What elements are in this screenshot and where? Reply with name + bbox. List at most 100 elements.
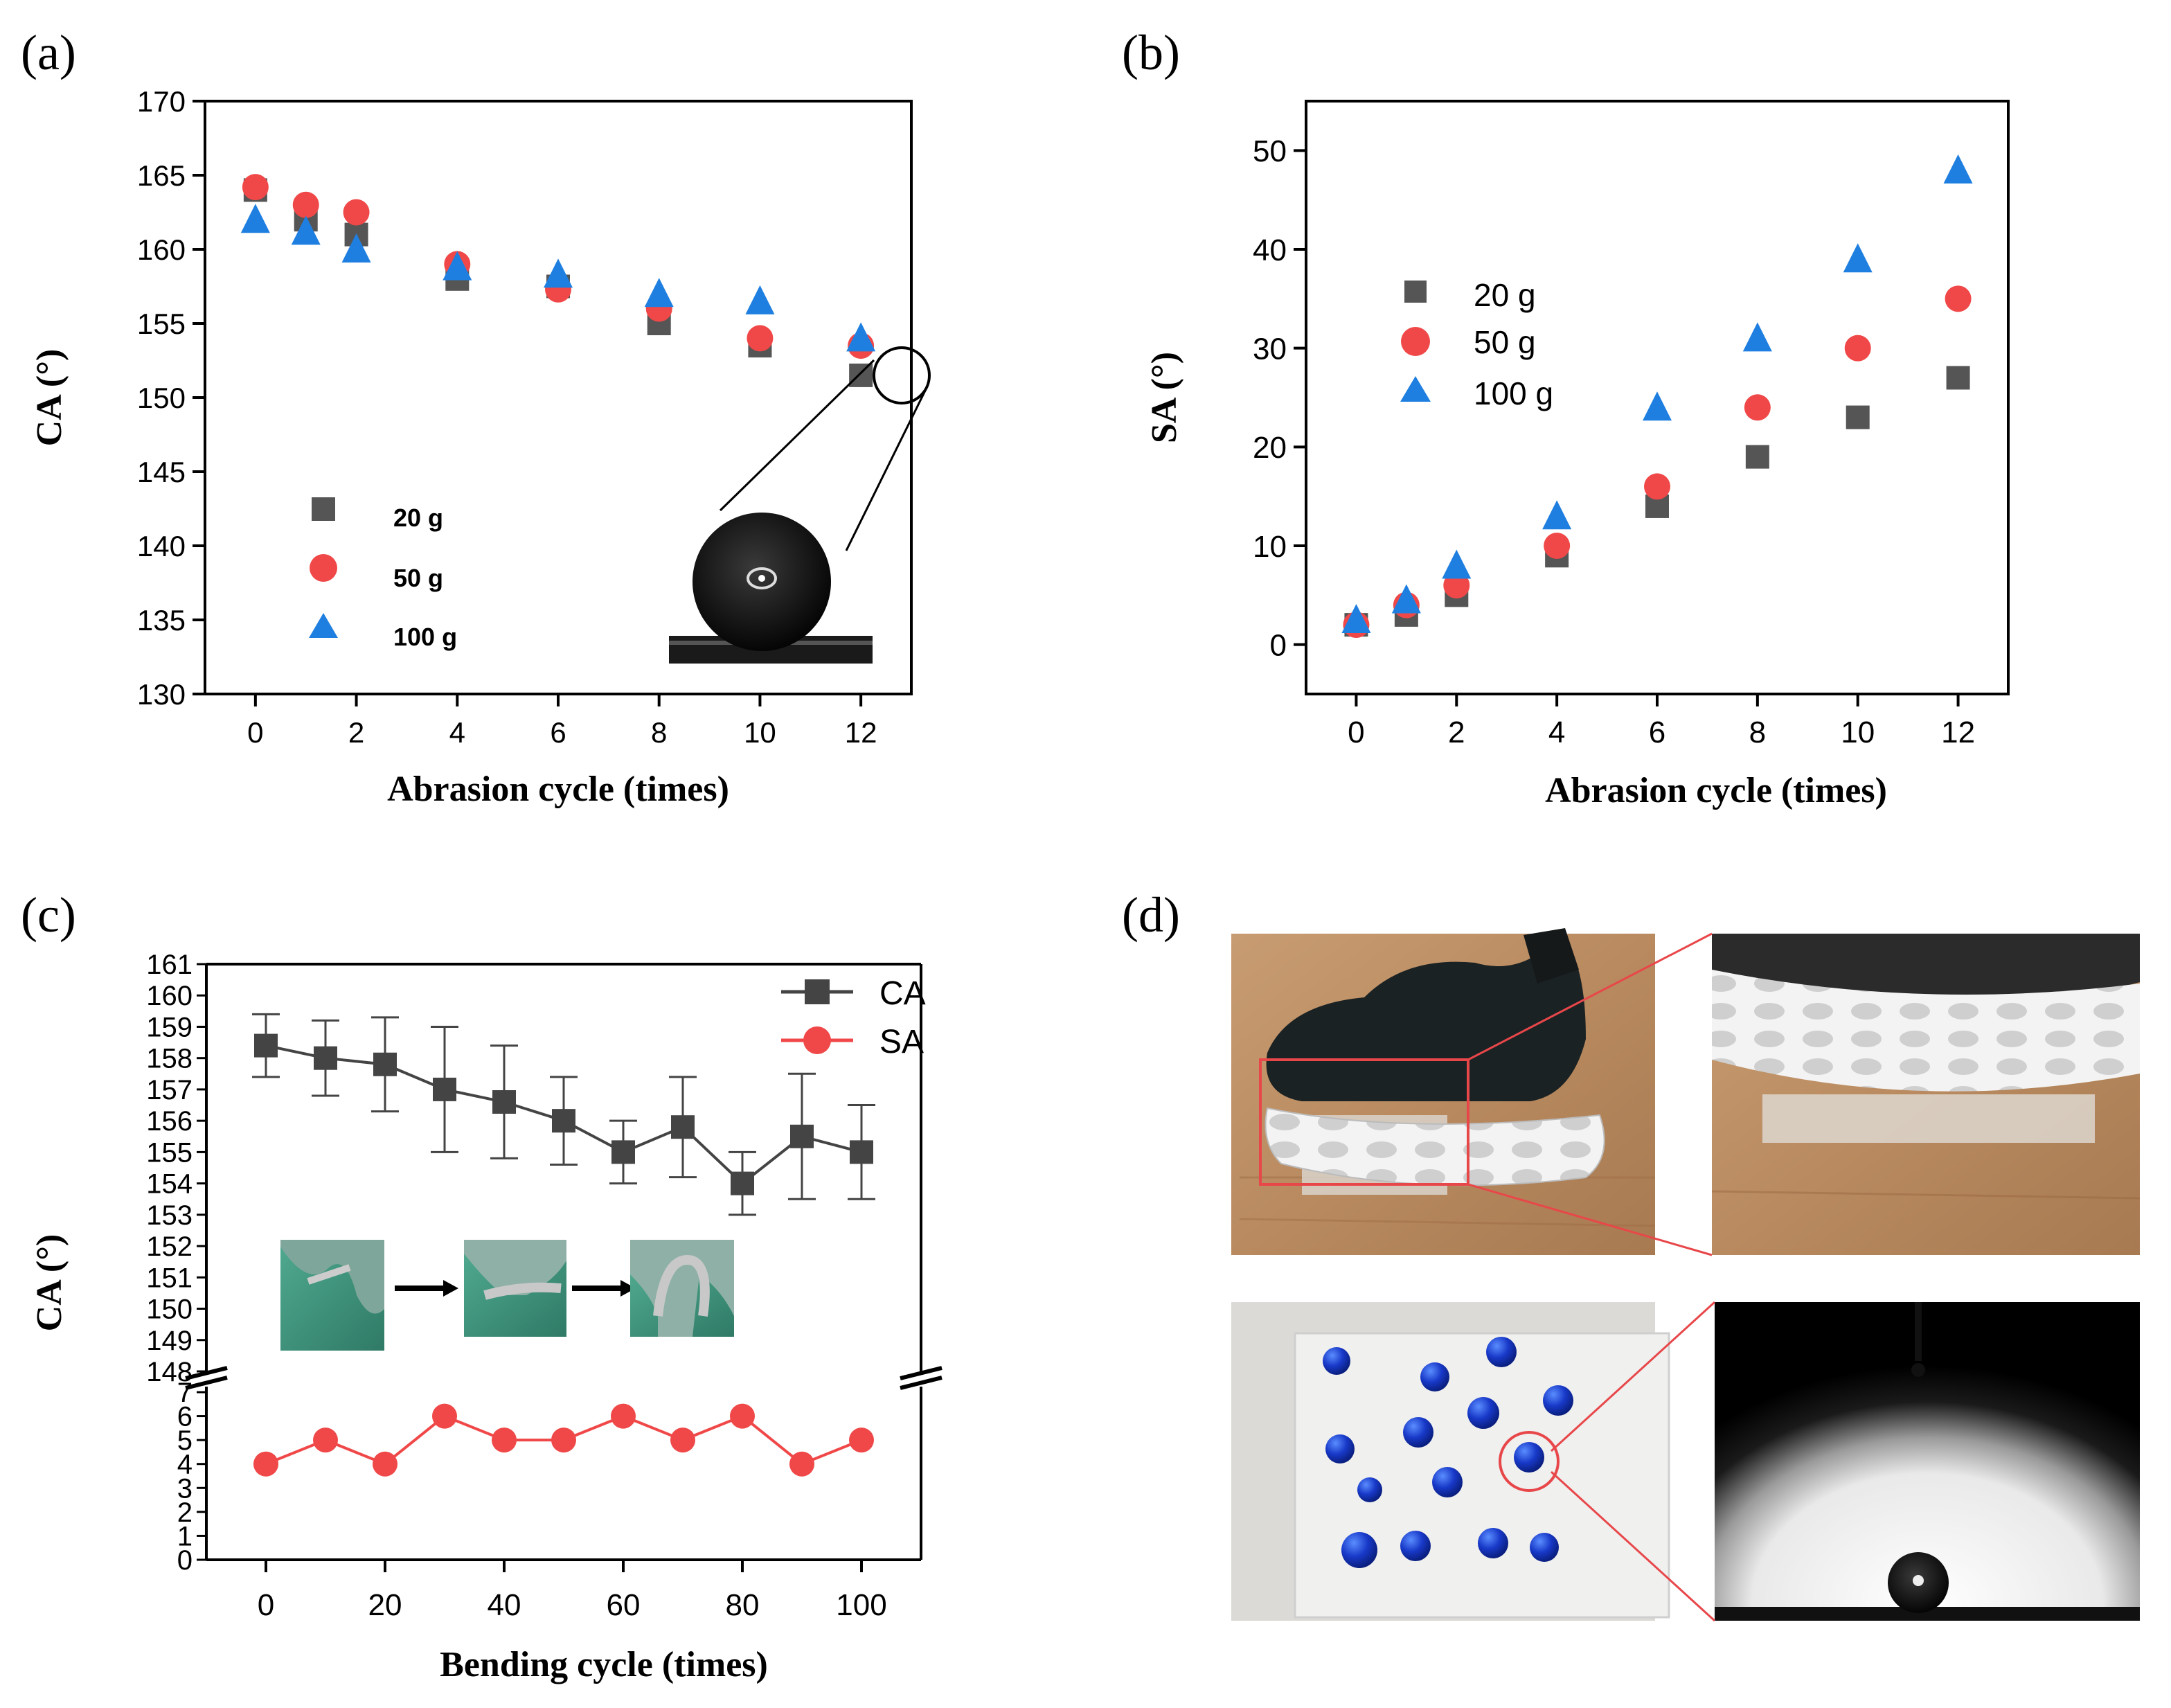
blue-droplet	[1400, 1531, 1431, 1561]
y-axis-title: CA (°)	[30, 1234, 69, 1332]
y-tick-label: 7	[177, 1378, 193, 1408]
y-tick-label: 151	[146, 1263, 193, 1293]
data-point-CA	[433, 1077, 456, 1101]
x-tick-label: 12	[1941, 715, 1975, 749]
legend: 20 g 50 g 100 g	[1400, 277, 1553, 411]
y-tick-label: 20	[1253, 431, 1287, 465]
x-tick-label: 4	[449, 716, 465, 749]
legend-label-ca: CA	[879, 975, 926, 1012]
data-point-50g	[1544, 533, 1571, 559]
blue-droplets-photo	[1231, 1302, 1670, 1621]
data-point-CA	[552, 1109, 575, 1133]
x-tick-label: 20	[368, 1588, 402, 1622]
blue-droplet	[1467, 1397, 1499, 1429]
y-tick-label: 5	[177, 1425, 193, 1456]
blue-droplet	[1357, 1477, 1382, 1502]
data-point-50g	[1744, 394, 1771, 421]
data-point-SA	[670, 1427, 695, 1453]
x-axis-title: Abrasion cycle (times)	[387, 770, 729, 809]
y-tick-label: 30	[1253, 332, 1287, 366]
legend: CA SA	[781, 975, 926, 1060]
data-point-100g	[1341, 604, 1371, 633]
data-point-100g	[1943, 154, 1973, 184]
legend-marker-20g	[1404, 281, 1427, 303]
data-point-20g	[1946, 366, 1970, 390]
panel-label-b: (b)	[1122, 25, 1180, 80]
x-tick-label: 0	[1348, 715, 1364, 749]
y-tick-label: 3	[177, 1473, 193, 1504]
data-point-CA	[671, 1115, 695, 1139]
data-point-CA	[790, 1124, 814, 1148]
legend-label-100g: 100 g	[393, 623, 457, 651]
y-tick-label: 150	[146, 1295, 193, 1325]
y-tick-label: 152	[146, 1231, 193, 1262]
x-tick-label: 60	[607, 1588, 641, 1622]
data-point-50g	[242, 174, 269, 201]
y-axis-title: CA (°)	[30, 349, 69, 447]
blue-droplet	[1341, 1532, 1377, 1568]
data-point-100g	[1843, 243, 1873, 273]
x-tick-label: 80	[726, 1588, 760, 1622]
panel-d-photos	[1231, 928, 2141, 1622]
blue-droplet	[1323, 1347, 1350, 1375]
x-tick-label: 10	[1841, 715, 1875, 749]
data-point-50g	[1644, 473, 1670, 500]
legend-marker-100g	[1400, 376, 1431, 402]
x-axis-title: Abrasion cycle (times)	[1545, 771, 1887, 810]
y-tick-label: 155	[146, 1137, 193, 1168]
data-point-100g	[846, 322, 876, 352]
blue-droplet	[1514, 1442, 1544, 1473]
legend-label-20g: 20 g	[393, 504, 443, 532]
data-point-100g	[1742, 322, 1772, 352]
legend-label-100g: 100 g	[1474, 375, 1553, 411]
y-tick-label: 4	[177, 1450, 193, 1480]
legend-label-20g: 20 g	[1474, 277, 1536, 313]
data-point-50g	[343, 199, 370, 226]
legend-marker-sa	[803, 1026, 831, 1054]
data-point-CA	[731, 1171, 754, 1195]
panel-label-d: (d)	[1122, 887, 1180, 943]
contact-angle-photo	[1715, 1302, 2140, 1621]
data-point-100g	[341, 233, 371, 263]
x-tick-label: 4	[1548, 715, 1565, 749]
y-tick-label: 140	[137, 530, 186, 562]
axis-break-mark	[185, 1376, 228, 1390]
legend-label-sa: SA	[879, 1024, 924, 1060]
data-point-CA	[254, 1033, 278, 1058]
x-tick-label: 2	[1448, 715, 1465, 749]
data-point-100g	[240, 204, 270, 233]
data-point-100g	[443, 251, 472, 281]
legend-marker-50g	[310, 554, 337, 582]
data-point-SA	[730, 1403, 755, 1429]
y-tick-label: 161	[146, 950, 193, 980]
data-point-CA	[850, 1140, 873, 1164]
blue-droplet	[1478, 1528, 1508, 1558]
y-tick-label: 154	[146, 1169, 193, 1200]
data-point-SA	[253, 1451, 278, 1477]
legend-marker-ca	[805, 979, 830, 1004]
y-tick-label: 2	[177, 1497, 193, 1528]
data-point-SA	[432, 1403, 457, 1429]
data-point-CA	[492, 1090, 516, 1114]
legend-label-50g: 50 g	[393, 564, 443, 592]
blue-droplet	[1486, 1337, 1517, 1367]
legend: 20 g 50 g 100 g	[309, 497, 457, 651]
data-point-50g	[1443, 572, 1470, 599]
y-axis-title: SA (°)	[1145, 352, 1184, 443]
x-tick-label: 8	[651, 716, 667, 749]
data-point-50g	[747, 325, 774, 352]
data-point-SA	[849, 1427, 874, 1453]
data-point-50g	[292, 191, 319, 218]
data-point-100g	[1643, 391, 1672, 421]
data-point-SA	[373, 1451, 397, 1477]
x-tick-label: 0	[247, 716, 263, 749]
data-point-SA	[611, 1403, 636, 1429]
data-point-SA	[492, 1427, 517, 1453]
bending-inset-photos	[280, 1240, 734, 1351]
panel-label-a: (a)	[21, 25, 76, 80]
data-point-CA	[611, 1140, 635, 1164]
axis-break-mark	[900, 1376, 942, 1390]
panel-c-chart: 0 20 40 60 80 1001481491501511521531541551561…	[30, 950, 942, 1684]
legend-marker-100g	[309, 613, 338, 638]
